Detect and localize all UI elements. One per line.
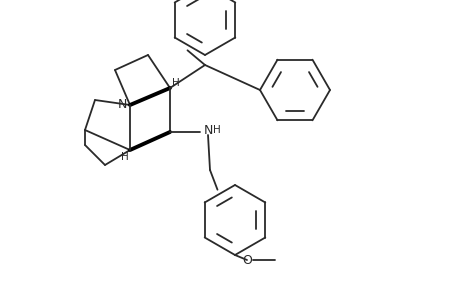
Text: H: H (121, 152, 129, 162)
Text: O: O (241, 254, 252, 266)
Text: H: H (213, 125, 220, 135)
Text: N: N (117, 98, 126, 110)
Text: H: H (172, 78, 179, 88)
Text: N: N (203, 124, 212, 136)
